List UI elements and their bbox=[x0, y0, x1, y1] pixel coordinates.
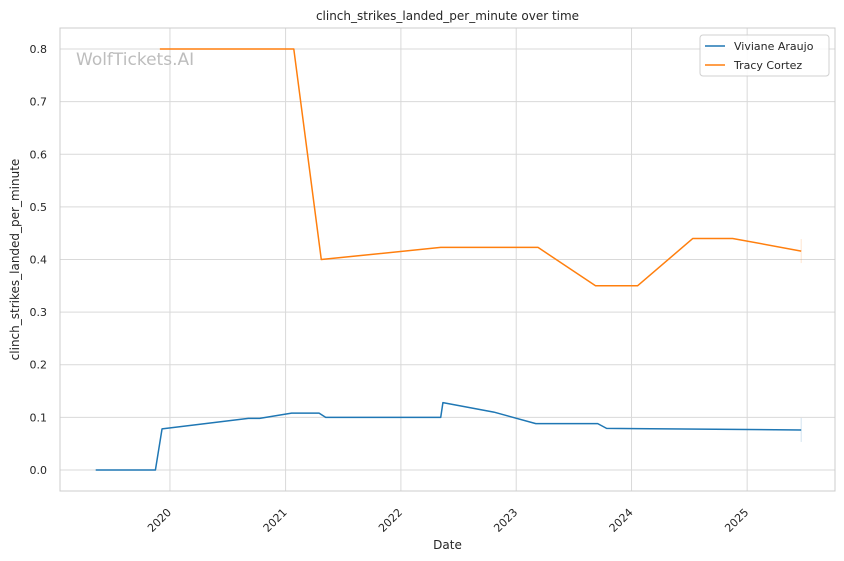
y-tick-label: 0.1 bbox=[30, 411, 48, 424]
x-axis-ticks: 2020 2021 2022 2023 2024 2025 bbox=[145, 506, 751, 535]
y-axis-label: clinch_strikes_landed_per_minute bbox=[8, 159, 22, 361]
x-tick-label: 2025 bbox=[722, 506, 751, 535]
series-line-viviane-araujo bbox=[95, 401, 802, 471]
series-layer bbox=[95, 48, 802, 471]
y-tick-label: 0.6 bbox=[30, 148, 48, 161]
grid bbox=[60, 28, 835, 491]
y-tick-label: 0.3 bbox=[30, 306, 48, 319]
y-tick-label: 0.0 bbox=[30, 464, 48, 477]
legend-label: Viviane Araujo bbox=[734, 40, 814, 53]
plot-area-frame bbox=[59, 27, 836, 492]
x-tick-label: 2022 bbox=[376, 506, 405, 535]
series-line-tracy-cortez bbox=[159, 48, 802, 287]
x-tick-label: 2020 bbox=[145, 506, 174, 535]
legend: Viviane Araujo Tracy Cortez bbox=[699, 34, 830, 77]
x-axis-label: Date bbox=[433, 538, 462, 552]
x-tick-label: 2021 bbox=[261, 506, 290, 535]
y-tick-label: 0.5 bbox=[30, 201, 48, 214]
y-tick-label: 0.8 bbox=[30, 43, 48, 56]
legend-label: Tracy Cortez bbox=[733, 59, 802, 72]
x-tick-label: 2023 bbox=[491, 506, 520, 535]
y-tick-label: 0.7 bbox=[30, 96, 48, 109]
watermark: WolfTickets.AI bbox=[76, 50, 194, 70]
legend-box bbox=[699, 34, 830, 77]
y-tick-label: 0.2 bbox=[30, 359, 48, 372]
y-tick-label: 0.4 bbox=[30, 254, 48, 267]
x-tick-label: 2024 bbox=[607, 506, 636, 535]
chart-title: clinch_strikes_landed_per_minute over ti… bbox=[316, 9, 579, 23]
y-axis-ticks: 0.0 0.1 0.2 0.3 0.4 0.5 0.6 0.7 0.8 bbox=[30, 43, 48, 477]
